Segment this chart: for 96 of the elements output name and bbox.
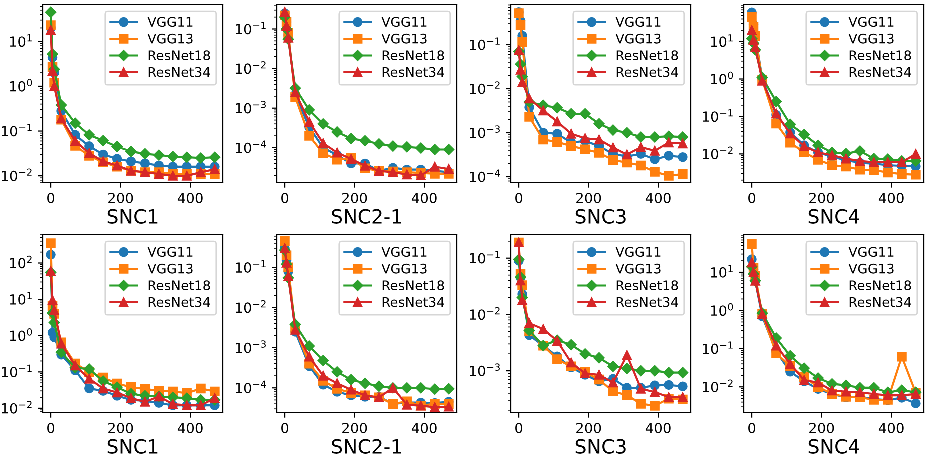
y-tick-label: 10$^{−1}$ — [2, 364, 32, 378]
legend-label: ResNet34 — [382, 67, 444, 78]
y-tick-label: 10$^{−2}$ — [470, 307, 500, 320]
legend-label: VGG11 — [382, 247, 427, 258]
y-tick-label: 10$^{−1}$ — [470, 38, 500, 50]
y-tick-label: 10$^{−4}$ — [236, 380, 266, 394]
legend-label: ResNet34 — [616, 67, 678, 78]
legend-label: VGG13 — [382, 264, 427, 274]
x-tick-label: 400 — [178, 422, 203, 434]
legend-label: ResNet34 — [148, 297, 210, 308]
x-tick-label: 0 — [748, 422, 756, 434]
x-tick-label: 0 — [282, 192, 289, 204]
legend-label: ResNet18 — [616, 50, 678, 61]
y-tick-label: 10$^{1}$ — [10, 34, 32, 48]
y-tick-label: 10$^{−1}$ — [703, 342, 733, 354]
x-tick-label: 200 — [108, 192, 134, 204]
y-tick-label: 10$^{−3}$ — [236, 340, 266, 354]
x-tick-label: 200 — [810, 422, 834, 434]
x-tick-label: 400 — [646, 422, 671, 434]
y-tick-label: 10$^{1}$ — [10, 292, 32, 305]
y-tick-label: 10$^{−4}$ — [236, 140, 266, 154]
x-axis-title: SNC3 — [576, 439, 626, 454]
legend-label: ResNet18 — [382, 280, 444, 291]
y-tick-label: 10$^{−2}$ — [703, 146, 733, 160]
x-tick-label: 0 — [282, 422, 289, 434]
legend-label: ResNet18 — [382, 50, 444, 61]
y-tick-label: 10$^{−1}$ — [236, 22, 266, 35]
x-tick-label: 400 — [412, 192, 437, 204]
legend-label: ResNet34 — [616, 297, 678, 308]
legend-label: VGG11 — [848, 17, 894, 28]
x-axis-title: SNC2-1 — [332, 439, 402, 454]
legend-label: ResNet34 — [850, 67, 912, 78]
x-tick-label: 400 — [878, 422, 904, 434]
y-tick-label: 10$^{−2}$ — [2, 401, 32, 414]
x-tick-label: 200 — [342, 192, 368, 204]
x-axis-title: SNC4 — [808, 439, 860, 454]
legend-label: VGG11 — [616, 17, 661, 28]
x-axis-title: SNC2-1 — [332, 209, 402, 224]
x-tick-label: 400 — [878, 192, 904, 204]
x-tick-label: 0 — [516, 422, 523, 434]
x-tick-label: 200 — [108, 422, 134, 434]
legend-label: VGG11 — [848, 247, 894, 258]
y-tick-label: 10$^{−1}$ — [236, 260, 266, 274]
y-tick-label: 10$^{−1}$ — [2, 124, 32, 137]
legend-label: VGG11 — [616, 247, 661, 258]
legend-label: VGG13 — [148, 34, 193, 44]
legend-label: VGG11 — [148, 17, 193, 28]
y-tick-label: 10$^{−2}$ — [2, 168, 32, 182]
y-tick-label: 10$^{−2}$ — [236, 300, 266, 314]
y-tick-label: 10$^{−3}$ — [470, 126, 500, 138]
x-tick-label: 0 — [48, 192, 55, 204]
y-tick-label: 10$^{0}$ — [10, 79, 32, 92]
y-tick-label: 10$^{1}$ — [711, 265, 733, 278]
y-tick-label: 10$^{0}$ — [711, 72, 734, 85]
legend-label: ResNet18 — [148, 280, 210, 291]
legend-label: VGG11 — [382, 17, 427, 28]
x-axis-title: SNC3 — [576, 209, 626, 224]
y-tick-label: 10$^{−1}$ — [703, 109, 733, 122]
legend-label: ResNet18 — [850, 280, 912, 291]
legend-label: VGG13 — [382, 34, 427, 44]
legend-label: VGG13 — [848, 264, 894, 274]
y-tick-label: 10$^{−2}$ — [236, 61, 266, 74]
y-tick-label: 10$^{−4}$ — [470, 170, 500, 182]
x-tick-label: 200 — [576, 422, 602, 434]
x-tick-label: 0 — [48, 422, 55, 434]
y-tick-label: 10$^{0}$ — [711, 303, 734, 316]
y-tick-label: 10$^{−3}$ — [236, 101, 266, 114]
y-tick-label: 10$^{−2}$ — [470, 82, 500, 94]
legend-label: ResNet34 — [382, 297, 444, 308]
y-tick-label: 10$^{−2}$ — [703, 380, 733, 392]
x-tick-label: 200 — [342, 422, 368, 434]
y-tick-label: 10$^{2}$ — [10, 256, 32, 269]
legend-label: ResNet18 — [148, 50, 210, 61]
x-axis-title: SNC4 — [808, 209, 860, 224]
legend-label: VGG13 — [616, 264, 661, 274]
x-tick-label: 0 — [516, 192, 523, 204]
legend-label: ResNet34 — [148, 67, 210, 78]
x-tick-label: 400 — [646, 192, 671, 204]
legend-label: VGG13 — [148, 264, 193, 274]
x-axis-title: SNC1 — [108, 209, 158, 224]
x-tick-label: 400 — [412, 422, 437, 434]
x-axis-title: SNC1 — [108, 439, 158, 454]
legend-label: ResNet34 — [850, 297, 912, 308]
legend-label: VGG11 — [148, 247, 193, 258]
legend-label: VGG13 — [848, 34, 894, 44]
y-tick-label: 10$^{−1}$ — [470, 251, 500, 264]
y-tick-label: 10$^{1}$ — [711, 34, 733, 48]
x-tick-label: 400 — [178, 192, 203, 204]
legend-label: VGG13 — [616, 34, 661, 44]
x-tick-label: 0 — [748, 192, 756, 204]
x-tick-label: 200 — [576, 192, 602, 204]
legend-label: ResNet18 — [616, 280, 678, 291]
legend-label: ResNet18 — [850, 50, 912, 61]
x-tick-label: 200 — [810, 192, 834, 204]
y-tick-label: 10$^{0}$ — [10, 328, 32, 342]
y-tick-label: 10$^{−3}$ — [470, 364, 500, 376]
